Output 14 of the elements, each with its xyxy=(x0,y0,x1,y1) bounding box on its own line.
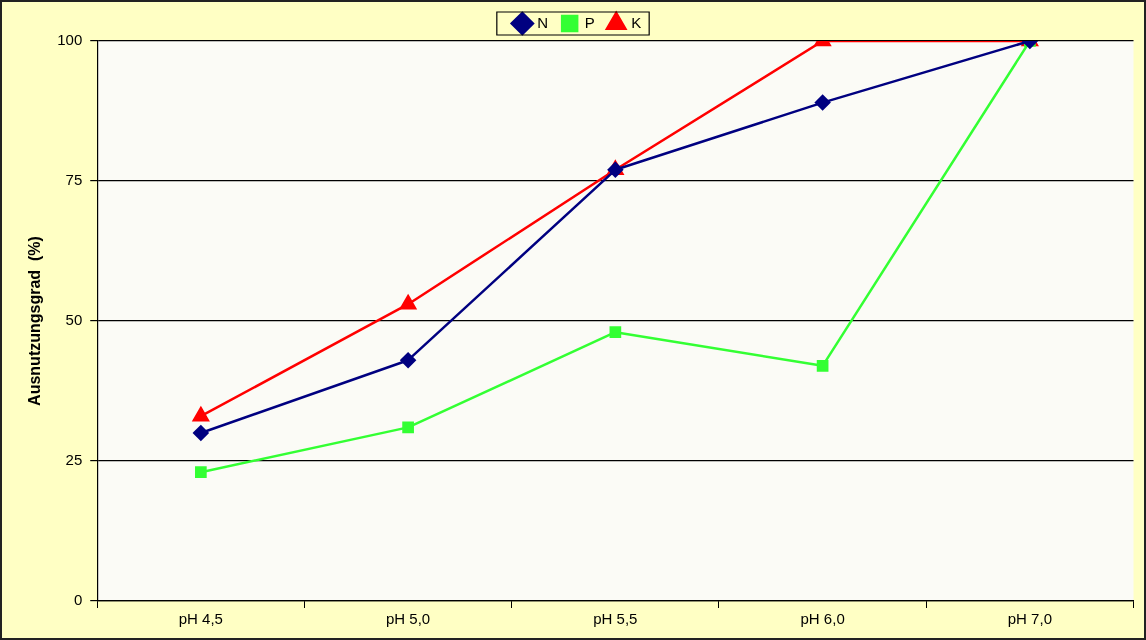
x-tick-label: pH 4,5 xyxy=(178,610,223,628)
x-tick-label: pH 5,5 xyxy=(593,610,638,628)
y-tick-label: 25 xyxy=(65,451,83,469)
y-tick-label: 75 xyxy=(65,171,83,189)
x-tick-label: pH 6,0 xyxy=(800,610,845,628)
legend-label: K xyxy=(631,13,642,31)
y-tick-label: 50 xyxy=(65,311,83,329)
legend-label: N xyxy=(537,13,549,31)
legend-label: P xyxy=(584,13,595,31)
x-tick-label: pH 5,0 xyxy=(386,610,431,628)
x-tick-label: pH 7,0 xyxy=(1007,610,1052,628)
y-axis-title: Ausnutzungsgrad (%) xyxy=(26,236,44,406)
y-tick-label: 0 xyxy=(73,591,83,609)
y-tick-label: 100 xyxy=(57,31,83,49)
